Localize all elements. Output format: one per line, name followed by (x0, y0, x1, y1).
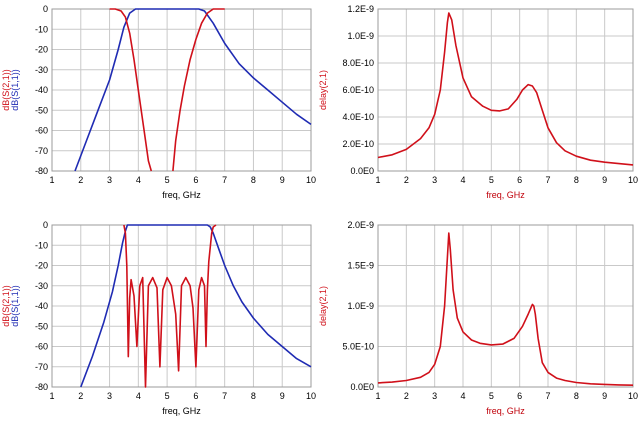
y-tick-label: -10 (35, 240, 48, 250)
x-tick-label: 1 (375, 391, 380, 401)
y-tick-label: 1.0E-9 (347, 301, 374, 311)
y-tick-label: -40 (35, 85, 48, 95)
x-tick-label: 6 (193, 175, 198, 185)
x-tick-label: 8 (251, 175, 256, 185)
x-tick-label: 9 (602, 175, 607, 185)
x-tick-label: 1 (49, 175, 54, 185)
x-tick-label: 8 (251, 391, 256, 401)
y-tick-label: 1.5E-9 (347, 261, 374, 271)
y-axis-label: dB(S(1,1)) (10, 285, 20, 327)
y-tick-label: 5.0E-10 (342, 342, 374, 352)
x-tick-label: 5 (165, 175, 170, 185)
y-tick-label: 8.0E-10 (342, 58, 374, 68)
x-tick-label: 10 (306, 175, 316, 185)
y-tick-label: -70 (35, 362, 48, 372)
y-tick-label: 2.0E-10 (342, 139, 374, 149)
x-tick-label: 3 (432, 175, 437, 185)
x-tick-label: 2 (404, 391, 409, 401)
y-axis-label: dB(S(2,1)) (1, 285, 11, 327)
x-tick-label: 3 (107, 175, 112, 185)
y-tick-label: 1.2E-9 (347, 4, 374, 14)
y-tick-label: -80 (35, 166, 48, 176)
y-axis-label: delay(2,1) (318, 70, 328, 110)
x-tick-label: 6 (193, 391, 198, 401)
x-tick-label: 10 (306, 391, 316, 401)
series-line-red (377, 232, 634, 386)
x-tick-label: 1 (375, 175, 380, 185)
y-tick-label: 4.0E-10 (342, 112, 374, 122)
x-tick-label: 3 (432, 391, 437, 401)
series-line-red (172, 8, 225, 172)
x-tick-label: 7 (545, 175, 550, 185)
y-tick-label: 0.0E0 (350, 166, 374, 176)
y-tick-label: -50 (35, 105, 48, 115)
x-tick-label: 4 (460, 391, 465, 401)
x-tick-label: 6 (517, 175, 522, 185)
x-tick-label: 4 (136, 175, 141, 185)
series-line-red (377, 12, 634, 166)
x-tick-label: 5 (489, 175, 494, 185)
x-tick-label: 9 (280, 175, 285, 185)
y-axis-label: dB(S(2,1)) (1, 69, 11, 111)
series-line-blue (74, 8, 312, 172)
x-tick-label: 7 (545, 391, 550, 401)
series-line-red (123, 224, 217, 388)
x-tick-label: 2 (78, 391, 83, 401)
x-tick-label: 5 (165, 391, 170, 401)
y-tick-label: 0 (43, 4, 48, 14)
y-tick-label: -40 (35, 301, 48, 311)
x-tick-label: 1 (49, 391, 54, 401)
y-tick-label: -10 (35, 24, 48, 34)
plot-frame (377, 8, 634, 172)
y-tick-label: -30 (35, 65, 48, 75)
x-tick-label: 3 (107, 391, 112, 401)
y-tick-label: -80 (35, 382, 48, 392)
x-axis-label: freq, GHz (486, 190, 525, 200)
y-tick-label: -20 (35, 261, 48, 271)
x-tick-label: 2 (78, 175, 83, 185)
y-tick-label: 0.0E0 (350, 382, 374, 392)
y-tick-label: -60 (35, 342, 48, 352)
x-tick-label: 4 (136, 391, 141, 401)
x-axis-label: freq, GHz (486, 406, 525, 416)
x-tick-label: 4 (460, 175, 465, 185)
x-tick-label: 7 (222, 175, 227, 185)
x-tick-label: 10 (628, 175, 638, 185)
x-tick-label: 6 (517, 391, 522, 401)
y-tick-label: 1.0E-9 (347, 31, 374, 41)
y-tick-label: -30 (35, 281, 48, 291)
plot-frame (377, 224, 634, 388)
y-tick-label: 2.0E-9 (347, 220, 374, 230)
x-axis-label: freq, GHz (162, 406, 201, 416)
series-line-blue (80, 224, 312, 388)
series-line-red (109, 8, 153, 172)
y-tick-label: -60 (35, 126, 48, 136)
x-tick-label: 10 (628, 391, 638, 401)
y-tick-label: 0 (43, 220, 48, 230)
x-tick-label: 8 (574, 391, 579, 401)
y-axis-label: dB(S(1,1)) (10, 69, 20, 111)
x-tick-label: 9 (280, 391, 285, 401)
y-tick-label: -70 (35, 146, 48, 156)
x-axis-label: freq, GHz (162, 190, 201, 200)
x-tick-label: 9 (602, 391, 607, 401)
y-tick-label: -20 (35, 45, 48, 55)
x-tick-label: 7 (222, 391, 227, 401)
y-tick-label: -50 (35, 321, 48, 331)
x-tick-label: 8 (574, 175, 579, 185)
y-axis-label: delay(2,1) (318, 286, 328, 326)
x-tick-label: 2 (404, 175, 409, 185)
x-tick-label: 5 (489, 391, 494, 401)
y-tick-label: 6.0E-10 (342, 85, 374, 95)
